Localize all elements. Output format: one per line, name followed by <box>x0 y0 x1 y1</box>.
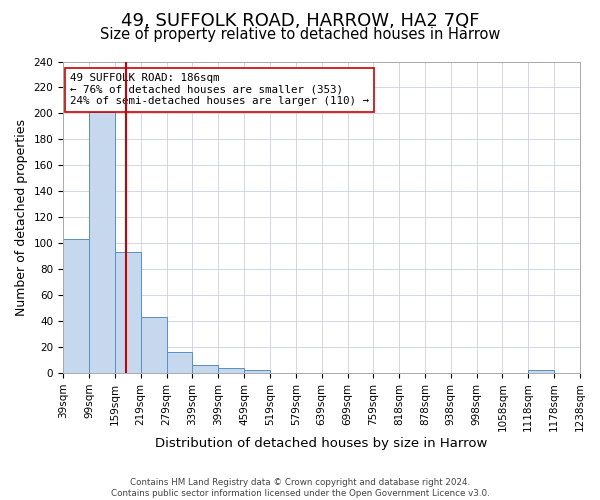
Bar <box>63 240 89 373</box>
Bar <box>528 370 554 373</box>
Bar <box>115 252 140 373</box>
Y-axis label: Number of detached properties: Number of detached properties <box>15 118 28 316</box>
Text: 49 SUFFOLK ROAD: 186sqm
← 76% of detached houses are smaller (353)
24% of semi-d: 49 SUFFOLK ROAD: 186sqm ← 76% of detache… <box>70 73 369 106</box>
Bar <box>167 352 193 373</box>
Text: Size of property relative to detached houses in Harrow: Size of property relative to detached ho… <box>100 28 500 42</box>
Bar <box>193 365 218 373</box>
Text: 49, SUFFOLK ROAD, HARROW, HA2 7QF: 49, SUFFOLK ROAD, HARROW, HA2 7QF <box>121 12 479 30</box>
Bar <box>140 317 167 373</box>
Bar <box>89 112 115 373</box>
Text: Contains HM Land Registry data © Crown copyright and database right 2024.
Contai: Contains HM Land Registry data © Crown c… <box>110 478 490 498</box>
X-axis label: Distribution of detached houses by size in Harrow: Distribution of detached houses by size … <box>155 437 488 450</box>
Bar <box>218 368 244 373</box>
Bar <box>244 370 270 373</box>
